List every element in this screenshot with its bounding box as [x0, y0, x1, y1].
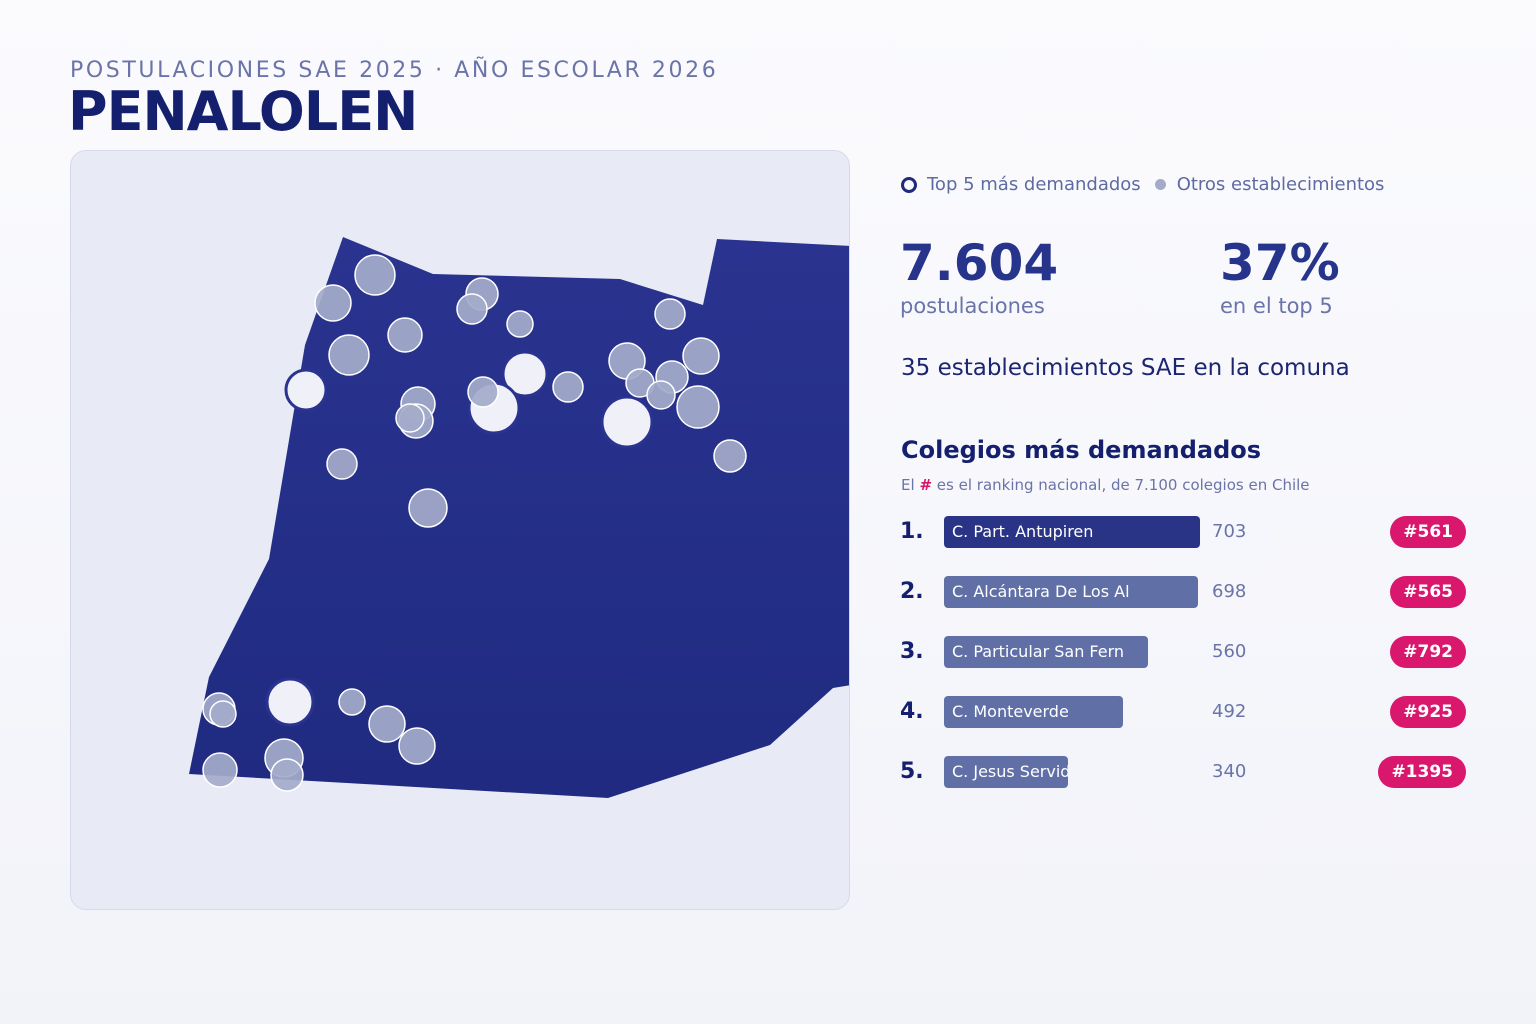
school-marker[interactable] [326, 448, 358, 480]
note-prefix: El [901, 476, 915, 494]
commune-map[interactable] [71, 151, 849, 909]
national-rank-badge: #565 [1390, 576, 1466, 608]
top5-school-marker[interactable] [600, 395, 654, 449]
rank-bar: C. Alcántara De Los Al [944, 576, 1198, 608]
map-panel[interactable] [70, 150, 850, 910]
ranking-row[interactable]: 3. C. Particular San Fern 560 #792 [900, 636, 1466, 668]
rank-bar: C. Monteverde [944, 696, 1123, 728]
legend-top5-label: Top 5 más demandados [927, 174, 1141, 195]
ranking-row[interactable]: 2. C. Alcántara De Los Al 698 #565 [900, 576, 1466, 608]
national-rank-badge: #925 [1390, 696, 1466, 728]
application-count: 340 [1212, 761, 1247, 782]
applications-label: postulaciones [900, 294, 1045, 318]
applications-stat: 7.604 postulaciones [900, 232, 1058, 318]
top5-share-label: en el top 5 [1220, 294, 1333, 318]
rank-bar: C. Part. Antupiren [944, 516, 1200, 548]
page-title: PENALOLEN [68, 80, 418, 143]
establishments-count: 35 establecimientos SAE en la comuna [901, 355, 1350, 381]
school-name: C. Jesus Servido [952, 762, 1068, 781]
top5-school-marker[interactable] [501, 350, 549, 398]
ranking-row[interactable]: 4. C. Monteverde 492 #925 [900, 696, 1466, 728]
school-name: C. Particular San Fern [952, 642, 1125, 661]
rank-number: 3. [900, 639, 924, 664]
school-marker[interactable] [676, 385, 720, 429]
rank-bar: C. Jesus Servido [944, 756, 1068, 788]
national-rank-badge: #1395 [1378, 756, 1466, 788]
school-name: C. Alcántara De Los Al [952, 582, 1130, 601]
application-count: 698 [1212, 581, 1247, 602]
school-marker[interactable] [682, 337, 720, 375]
national-rank-badge: #561 [1390, 516, 1466, 548]
application-count: 703 [1212, 521, 1247, 542]
school-marker[interactable] [314, 284, 352, 322]
top5-share-stat: 37% en el top 5 [1220, 232, 1340, 318]
ranking-title: Colegios más demandados [901, 436, 1262, 464]
school-marker[interactable] [654, 298, 686, 330]
school-marker[interactable] [408, 488, 448, 528]
school-name: C. Part. Antupiren [952, 522, 1094, 541]
school-marker[interactable] [398, 727, 436, 765]
school-marker[interactable] [354, 254, 396, 296]
school-marker[interactable] [270, 758, 304, 792]
school-marker[interactable] [646, 380, 676, 410]
school-marker[interactable] [395, 403, 425, 433]
school-marker[interactable] [368, 705, 406, 743]
top5-school-marker[interactable] [284, 368, 328, 412]
application-count: 492 [1212, 701, 1247, 722]
school-marker[interactable] [467, 376, 499, 408]
other-dot-icon [1154, 179, 1166, 190]
applications-value: 7.604 [900, 234, 1059, 292]
rank-number: 2. [900, 579, 924, 604]
ranking-row[interactable]: 1. C. Part. Antupiren 703 #561 [900, 516, 1466, 548]
school-marker[interactable] [387, 317, 423, 353]
school-marker[interactable] [506, 310, 534, 338]
school-marker[interactable] [713, 439, 747, 473]
school-marker[interactable] [552, 371, 584, 403]
national-rank-badge: #792 [1390, 636, 1466, 668]
school-marker[interactable] [209, 700, 237, 728]
top5-share-value: 37% [1220, 234, 1340, 292]
eyebrow-subtitle: POSTULACIONES SAE 2025 · AÑO ESCOLAR 202… [70, 58, 719, 83]
map-legend: Top 5 más demandados Otros establecimien… [901, 174, 1384, 195]
top5-school-marker[interactable] [265, 677, 315, 727]
school-marker[interactable] [456, 293, 488, 325]
rank-number: 4. [900, 699, 924, 724]
ranking-row[interactable]: 5. C. Jesus Servido 340 #1395 [900, 756, 1466, 788]
rank-number: 5. [900, 759, 924, 784]
top5-ring-icon [901, 176, 917, 193]
legend-others-label: Otros establecimientos [1176, 174, 1385, 195]
school-marker[interactable] [338, 688, 366, 716]
note-hash: # [919, 476, 933, 494]
ranking-note: El # es el ranking nacional, de 7.100 co… [901, 476, 1310, 494]
school-name: C. Monteverde [952, 702, 1069, 721]
rank-bar: C. Particular San Fern [944, 636, 1148, 668]
note-suffix: es el ranking nacional, de 7.100 colegio… [936, 476, 1310, 494]
school-marker[interactable] [328, 334, 370, 376]
school-marker[interactable] [202, 752, 238, 788]
application-count: 560 [1212, 641, 1247, 662]
rank-number: 1. [900, 519, 924, 544]
